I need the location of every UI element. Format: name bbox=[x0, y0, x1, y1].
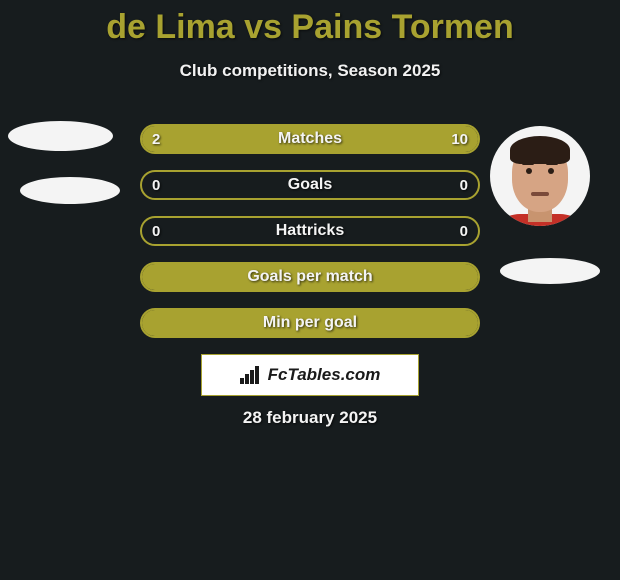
player-right-shadow bbox=[500, 258, 600, 284]
stat-label: Min per goal bbox=[140, 308, 480, 338]
stat-row: 210Matches bbox=[140, 124, 480, 154]
date-label: 28 february 2025 bbox=[0, 408, 620, 428]
player-left-shadow bbox=[20, 177, 120, 204]
player-right-avatar bbox=[490, 126, 590, 226]
logo-text: FcTables.com bbox=[268, 365, 381, 385]
subtitle: Club competitions, Season 2025 bbox=[0, 61, 620, 81]
stat-label: Hattricks bbox=[140, 216, 480, 246]
player-face-icon bbox=[490, 126, 590, 226]
comparison-chart: 210Matches 00Goals 00Hattricks Goals per ma… bbox=[140, 124, 480, 354]
stat-row: Min per goal bbox=[140, 308, 480, 338]
stat-row: Goals per match bbox=[140, 262, 480, 292]
source-logo: FcTables.com bbox=[201, 354, 419, 396]
page-title: de Lima vs Pains Tormen bbox=[0, 0, 620, 47]
stat-row: 00Hattricks bbox=[140, 216, 480, 246]
player-left-avatar-placeholder bbox=[8, 121, 113, 151]
stat-row: 00Goals bbox=[140, 170, 480, 200]
stat-label: Goals bbox=[140, 170, 480, 200]
stat-label: Matches bbox=[140, 124, 480, 154]
stat-label: Goals per match bbox=[140, 262, 480, 292]
bar-chart-icon bbox=[240, 366, 262, 384]
